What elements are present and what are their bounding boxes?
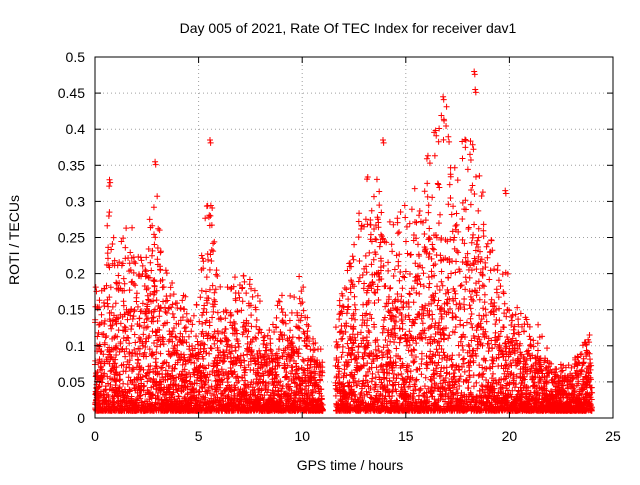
chart-svg: 051015202500.050.10.150.20.250.30.350.40… (0, 0, 640, 480)
chart: 051015202500.050.10.150.20.250.30.350.40… (0, 0, 640, 480)
